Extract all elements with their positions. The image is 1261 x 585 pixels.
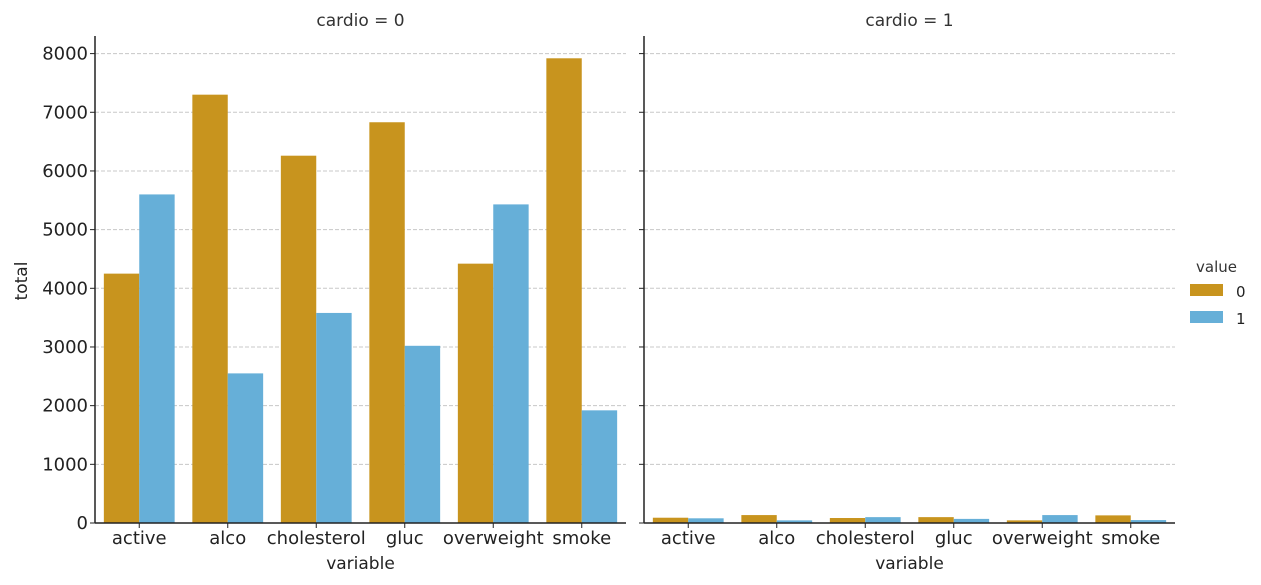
x-tick-label: overweight [443,528,544,549]
bar [404,345,441,523]
bar [688,518,724,523]
x-axis-label: variable [875,554,944,574]
facet-title: cardio = 0 [316,11,404,31]
x-tick-label: gluc [935,528,973,549]
y-tick-label: 7000 [42,102,88,123]
bar [953,518,990,523]
bar [918,517,954,523]
facets-layer: cardio = 0 0 1000 2000 3000 4000 5000 6000 7000 8… [42,11,1175,574]
x-tick-label: smoke [552,528,611,549]
bar [1006,520,1043,523]
bar [1042,515,1078,523]
y-tick-label: 1000 [42,454,88,475]
y-tick-label: 5000 [42,220,88,241]
x-tick-label: alco [758,528,795,549]
bar [652,517,689,523]
bar [865,517,901,523]
legend: value 01 [1190,258,1246,328]
bar [776,520,813,523]
bar [546,58,582,523]
bar [139,194,175,523]
x-tick-label: cholesterol [267,528,366,549]
x-tick-label: smoke [1101,528,1160,549]
y-axis-label: total [12,262,32,301]
y-tick-label: 6000 [42,161,88,182]
bar [741,515,777,523]
y-tick-label: 2000 [42,396,88,417]
x-tick-label: alco [209,528,246,549]
x-tick-label: overweight [992,528,1093,549]
y-tick-label: 8000 [42,44,88,65]
bar [369,122,405,524]
legend-label: 0 [1236,283,1246,301]
bar [227,373,264,523]
bar [280,155,317,523]
x-tick-label: cholesterol [816,528,915,549]
legend-items: 01 [1190,283,1246,328]
facet-title: cardio = 1 [865,11,953,31]
y-tick-label: 0 [77,513,88,534]
legend-label: 1 [1236,310,1246,328]
bar [1130,520,1167,523]
facet-panel: cardio = 0 0 1000 2000 3000 4000 5000 6000 7000 8… [42,11,626,574]
bar [316,312,352,523]
bar [493,204,529,523]
y-tick-label: 4000 [42,278,88,299]
bar [457,263,494,523]
bar [103,273,140,523]
x-tick-label: gluc [386,528,424,549]
bar [581,410,618,523]
legend-swatch [1190,311,1223,323]
legend-swatch [1190,284,1223,296]
bar [192,94,228,524]
y-tick-label: 3000 [42,337,88,358]
x-axis-label: variable [326,554,395,574]
legend-title: value [1196,258,1237,276]
x-tick-label: active [112,528,167,549]
bar [829,518,866,523]
bar [1095,515,1131,523]
x-tick-label: active [661,528,716,549]
facet-panel: cardio = 1 active alco cholesterol gluc overw… [639,11,1175,574]
